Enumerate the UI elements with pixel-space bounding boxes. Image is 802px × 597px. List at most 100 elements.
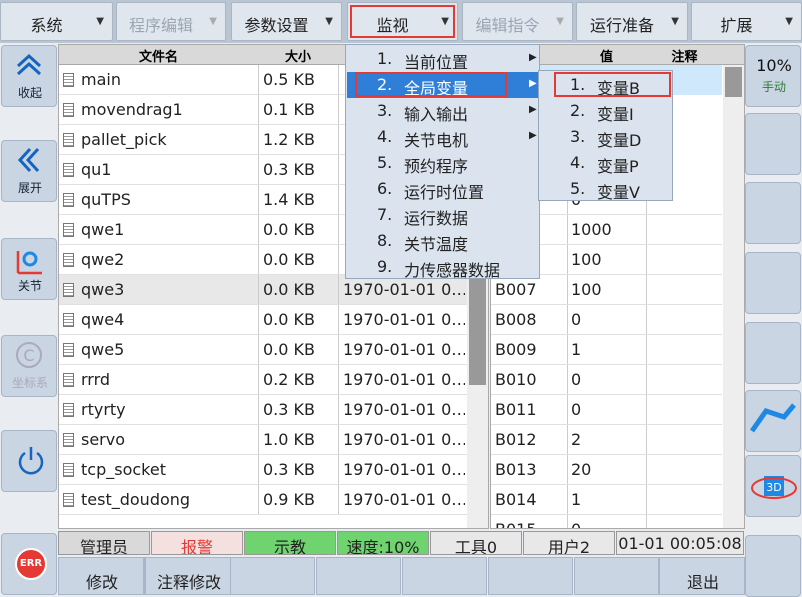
- menu-item[interactable]: 3. 输入输出 ▶: [347, 98, 538, 124]
- file-cell: quTPS: [81, 190, 131, 209]
- scrollbar[interactable]: [723, 65, 744, 528]
- var-row[interactable]: B008 0: [491, 305, 722, 335]
- bottom-button[interactable]: [574, 557, 659, 595]
- file-row[interactable]: pallet_pick 1.2 KB: [59, 125, 467, 155]
- menu-button[interactable]: 编辑指令 ▼: [462, 2, 573, 41]
- col-divider: [646, 485, 647, 514]
- scroll-thumb[interactable]: [725, 67, 742, 97]
- item-number: 5.: [377, 153, 393, 172]
- col-divider: [258, 485, 259, 514]
- file-row[interactable]: servo 1.0 KB 1970-01-01 0…: [59, 425, 467, 455]
- col-divider: [338, 395, 339, 424]
- submenu-arrow: ▶: [529, 78, 537, 89]
- sidebar-button[interactable]: [745, 535, 801, 597]
- var-row[interactable]: B014 1: [491, 485, 722, 515]
- status-cell: 工具0: [430, 531, 522, 555]
- file-row[interactable]: qwe1 0.0 KB: [59, 215, 467, 245]
- sidebar-button[interactable]: [745, 182, 801, 244]
- menu-item[interactable]: 2. 变量I: [540, 98, 671, 124]
- sidebar-button[interactable]: 3D: [745, 455, 801, 517]
- bottom-button[interactable]: [488, 557, 573, 595]
- file-row[interactable]: rtyrty 0.3 KB 1970-01-01 0…: [59, 395, 467, 425]
- menu-item[interactable]: 4. 关节电机 ▶: [347, 124, 538, 150]
- var-row[interactable]: B007 100: [491, 275, 722, 305]
- sidebar-button[interactable]: [745, 113, 801, 175]
- sidebar-icon: [14, 443, 48, 481]
- bottom-button[interactable]: [230, 557, 315, 595]
- menu-item[interactable]: 8. 关节温度: [347, 228, 538, 254]
- menu-item[interactable]: 5. 变量V: [540, 176, 671, 200]
- bottom-button[interactable]: [316, 557, 401, 595]
- var-row[interactable]: 100: [491, 245, 722, 275]
- var-row[interactable]: B013 20: [491, 455, 722, 485]
- menu-button[interactable]: 参数设置 ▼: [231, 2, 342, 41]
- file-cell: 0.3 KB: [263, 400, 315, 419]
- file-icon: [63, 433, 74, 447]
- mode-label: 手动: [761, 80, 786, 94]
- bottom-button[interactable]: 退出: [659, 557, 745, 595]
- item-label: 输入输出: [404, 105, 469, 124]
- var-row[interactable]: B010 0: [491, 365, 722, 395]
- menu-button[interactable]: 运行准备 ▼: [576, 2, 688, 41]
- var-cell: 0: [571, 520, 581, 528]
- sidebar-button[interactable]: 关节: [1, 238, 57, 300]
- menu-button[interactable]: 监视 ▼: [347, 2, 458, 41]
- file-row[interactable]: movendrag1 0.1 KB: [59, 95, 467, 125]
- var-row[interactable]: 1000: [491, 215, 722, 245]
- speed-button[interactable]: 10% 手动: [745, 45, 801, 107]
- menu-button[interactable]: 程序编辑 ▼: [116, 2, 226, 41]
- item-number: 2.: [377, 75, 393, 94]
- sidebar-button[interactable]: C 坐标系: [1, 335, 57, 397]
- sidebar-button[interactable]: [1, 430, 57, 492]
- file-row[interactable]: quTPS 1.4 KB: [59, 185, 467, 215]
- var-row[interactable]: B009 1: [491, 335, 722, 365]
- col-divider: [338, 305, 339, 334]
- file-icon: [63, 343, 74, 357]
- menu-item[interactable]: 2. 全局变量 ▶: [347, 72, 538, 98]
- bottom-button[interactable]: 注释修改: [145, 557, 231, 595]
- bottom-button[interactable]: 修改: [58, 557, 144, 595]
- menu-item[interactable]: 1. 当前位置 ▶: [347, 46, 538, 72]
- col-divider: [338, 215, 339, 244]
- menu-item[interactable]: 4. 变量P: [540, 150, 671, 176]
- sidebar-button[interactable]: ERR: [1, 533, 57, 595]
- var-cell: B014: [495, 490, 537, 509]
- sidebar-button[interactable]: 展开: [1, 140, 57, 202]
- sidebar-button[interactable]: [745, 252, 801, 314]
- item-label: 变量I: [597, 105, 634, 124]
- submenu: 1. 变量B 2. 变量I 3. 变量D 4. 变量P 5. 变量V: [538, 70, 673, 201]
- sidebar-button[interactable]: [745, 322, 801, 384]
- menu-item[interactable]: 6. 运行时位置: [347, 176, 538, 202]
- file-cell: qwe5: [81, 340, 125, 359]
- col-divider: [646, 365, 647, 394]
- menu-item[interactable]: 7. 运行数据: [347, 202, 538, 228]
- menu-item[interactable]: 5. 预约程序: [347, 150, 538, 176]
- menu-item[interactable]: 9. 力传感器数据: [347, 254, 538, 278]
- menu-button[interactable]: 系统 ▼: [0, 2, 113, 41]
- menu-button[interactable]: 扩展 ▼: [691, 2, 802, 41]
- col-divider: [646, 455, 647, 484]
- sidebar-button[interactable]: 收起: [1, 45, 57, 107]
- file-row[interactable]: qwe3 0.0 KB 1970-01-01 0…: [59, 275, 467, 305]
- var-row[interactable]: B011 0: [491, 395, 722, 425]
- col-divider: [258, 185, 259, 214]
- file-row[interactable]: rrrd 0.2 KB 1970-01-01 0…: [59, 365, 467, 395]
- sidebar-button[interactable]: [745, 390, 801, 452]
- bottom-button[interactable]: [402, 557, 487, 595]
- menu-item[interactable]: 3. 变量D: [540, 124, 671, 150]
- status-text: 用户2: [547, 538, 591, 555]
- file-row[interactable]: qu1 0.3 KB: [59, 155, 467, 185]
- file-row[interactable]: qwe2 0.0 KB: [59, 245, 467, 275]
- file-row[interactable]: tcp_socket 0.3 KB 1970-01-01 0…: [59, 455, 467, 485]
- file-row[interactable]: main 0.5 KB: [59, 65, 467, 95]
- var-row[interactable]: B015 0: [491, 515, 722, 528]
- sidebar-icon: C: [14, 340, 44, 374]
- menu-item[interactable]: 1. 变量B: [540, 72, 671, 98]
- var-cell: B007: [495, 280, 537, 299]
- file-row[interactable]: test_doudong 0.9 KB 1970-01-01 0…: [59, 485, 467, 515]
- file-row[interactable]: qwe4 0.0 KB 1970-01-01 0…: [59, 305, 467, 335]
- var-row[interactable]: B012 2: [491, 425, 722, 455]
- file-cell: 0.5 KB: [263, 70, 315, 89]
- file-row[interactable]: qwe5 0.0 KB 1970-01-01 0…: [59, 335, 467, 365]
- dropdown-arrow: ▼: [325, 16, 333, 27]
